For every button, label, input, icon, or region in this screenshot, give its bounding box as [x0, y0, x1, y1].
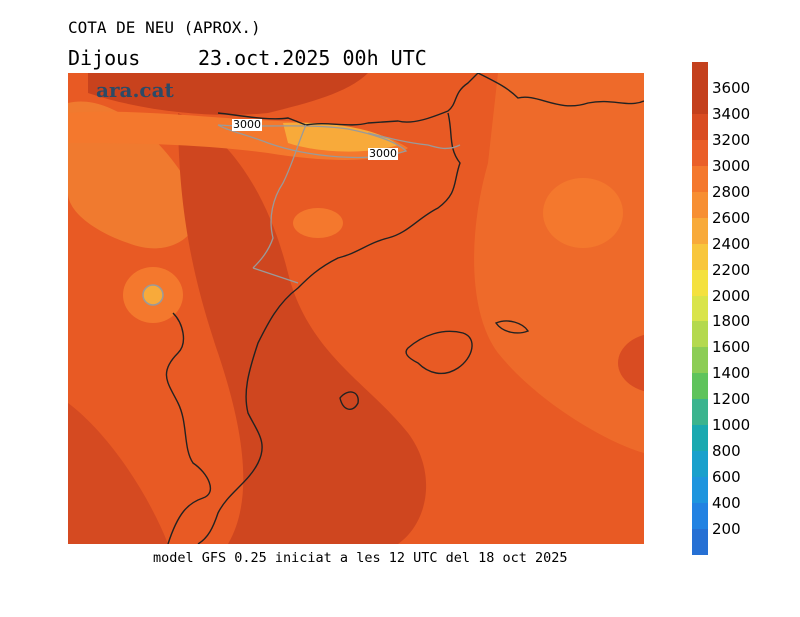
- model-info: model GFS 0.25 iniciat a les 12 UTC del …: [153, 550, 568, 566]
- legend-label: 1800: [712, 312, 751, 331]
- legend-swatch: [692, 529, 708, 555]
- coast-catalonia: [197, 112, 461, 544]
- field-dark-inland: [178, 113, 427, 544]
- legend-swatch-top: [692, 62, 708, 88]
- coast-north: [217, 73, 479, 126]
- legend-label: 2400: [712, 234, 751, 253]
- legend-swatch: [692, 503, 708, 530]
- pyrenees-core: [283, 122, 398, 152]
- legend-swatch: [692, 269, 708, 296]
- blob-central: [293, 208, 343, 238]
- field-sw: [68, 403, 168, 544]
- island-mallorca: [405, 330, 473, 375]
- legend-label: 1400: [712, 364, 751, 383]
- border-valencia: [252, 267, 299, 284]
- legend-swatch: [692, 243, 708, 270]
- forecast-day: Dijous: [68, 46, 141, 70]
- legend-label: 200: [712, 520, 741, 539]
- legend-swatch: [692, 217, 708, 244]
- legend-swatch: [692, 477, 708, 504]
- legend-swatch: [692, 191, 708, 218]
- contour-label: 3000: [368, 147, 398, 160]
- border-aragon: [252, 124, 307, 269]
- blob-west-core: [142, 284, 164, 306]
- legend-swatch: [692, 399, 708, 426]
- snow-level-map: 3000 3000: [68, 73, 644, 544]
- legend-swatch: [692, 165, 708, 192]
- legend-label: 1600: [712, 338, 751, 357]
- forecast-date: 23.oct.2025 00h UTC: [198, 46, 427, 70]
- legend-label: 3000: [712, 156, 751, 175]
- legend-label: 2200: [712, 260, 751, 279]
- legend-swatch: [692, 451, 708, 478]
- border-andorra: [367, 132, 461, 150]
- legend-swatch: [692, 321, 708, 348]
- legend-label: 800: [712, 442, 741, 461]
- legend-label: 2800: [712, 182, 751, 201]
- legend-label: 400: [712, 494, 741, 513]
- legend-swatch: [692, 347, 708, 374]
- coast-france: [477, 73, 644, 107]
- coast-valencia: [165, 312, 212, 544]
- legend-swatch: [692, 373, 708, 400]
- legend-swatch: [692, 295, 708, 322]
- legend-swatch: [692, 87, 708, 114]
- legend-label: 2000: [712, 286, 751, 305]
- island-menorca: [494, 320, 530, 334]
- color-legend: [692, 62, 708, 555]
- legend-label: 3200: [712, 130, 751, 149]
- legend-label: 2600: [712, 208, 751, 227]
- legend-label: 600: [712, 468, 741, 487]
- legend-swatch: [692, 113, 708, 140]
- map-title: COTA DE NEU (APROX.): [68, 18, 261, 37]
- field-east: [474, 73, 644, 453]
- legend-label: 1200: [712, 390, 751, 409]
- legend-label: 1000: [712, 416, 751, 435]
- contour-3000: [217, 124, 408, 159]
- contour-label: 3000: [232, 118, 262, 131]
- map-field: [68, 73, 644, 544]
- blob-sea-dark: [618, 334, 644, 392]
- brand-logo: ara.cat: [96, 78, 174, 102]
- legend-swatch: [692, 139, 708, 166]
- legend-label: 3400: [712, 104, 751, 123]
- island-ibiza: [339, 391, 359, 410]
- blob-east: [543, 178, 623, 248]
- legend-swatch: [692, 425, 708, 452]
- legend-label: 3600: [712, 78, 751, 97]
- field-north-dark: [88, 73, 368, 115]
